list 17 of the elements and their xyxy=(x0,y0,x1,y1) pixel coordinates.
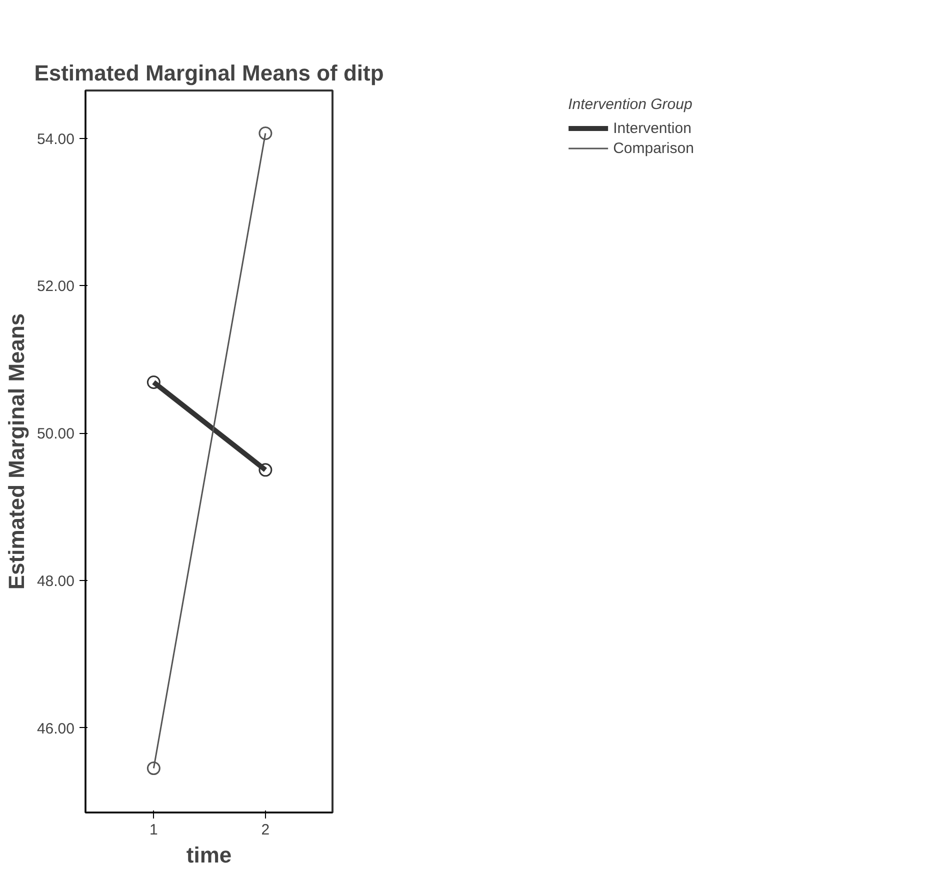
point xyxy=(258,463,272,477)
x-axis-title: time xyxy=(186,842,232,868)
x-tick-label: 1 xyxy=(150,822,158,838)
y-tick-label: 52.00 xyxy=(36,278,75,296)
y-tick-label: 46.00 xyxy=(36,720,75,738)
y-tick-label: 54.00 xyxy=(36,130,75,148)
y-axis-title: Estimated Marginal Means xyxy=(4,313,29,590)
x-tick-label: 2 xyxy=(261,822,270,838)
point xyxy=(146,376,160,389)
legend-title: Intervention Group xyxy=(568,96,694,113)
legend-label: Intervention xyxy=(613,120,692,136)
y-tick-label: 50.00 xyxy=(36,426,75,443)
chart-title: Estimated Marginal Means of ditp xyxy=(34,60,384,86)
legend-label: Comparison xyxy=(613,140,694,156)
y-tick-label: 48.00 xyxy=(36,572,75,590)
point xyxy=(146,762,160,776)
point xyxy=(258,126,272,140)
